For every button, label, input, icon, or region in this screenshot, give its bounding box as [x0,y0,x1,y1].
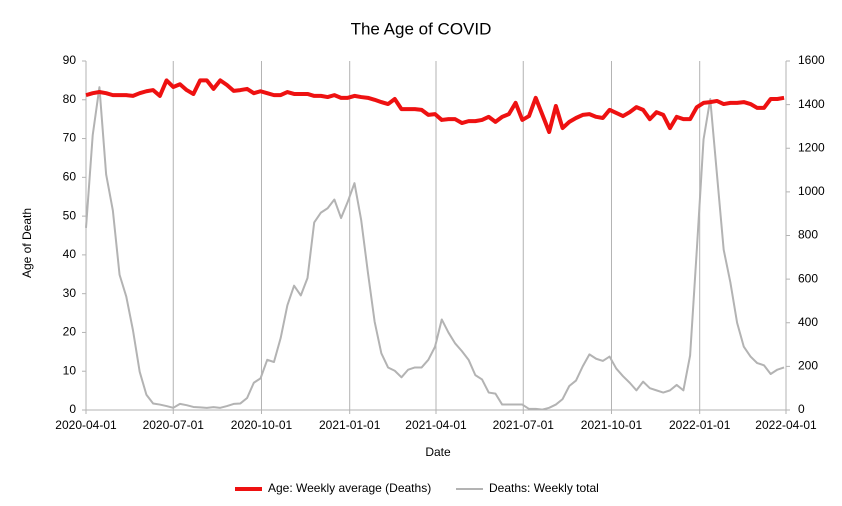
x-tick-label: 2021-01-01 [319,418,381,432]
x-axis-label: Date [425,445,451,459]
x-tick-label: 2022-01-01 [669,418,731,432]
legend-label: Deaths: Weekly total [489,481,599,495]
y-tick-label: 10 [63,363,77,377]
y-tick-label: 30 [63,286,77,300]
x-tick-label: 2021-04-01 [405,418,467,432]
y-tick-label: 0 [69,402,76,416]
y-axis-label: Age of Death [20,208,34,278]
y2-tick-label: 800 [798,228,818,242]
y2-tick-label: 200 [798,359,818,373]
y-tick-label: 90 [63,53,77,67]
y2-tick-label: 1200 [798,140,825,154]
x-tick-label: 2021-10-01 [581,418,643,432]
y2-tick-label: 0 [798,402,805,416]
x-tick-label: 2021-07-01 [493,418,555,432]
x-tick-label: 2020-07-01 [143,418,205,432]
y-tick-label: 80 [63,92,77,106]
series-line [85,78,785,134]
y2-tick-label: 1000 [798,184,825,198]
y-tick-label: 60 [63,170,77,184]
y2-tick-label: 1400 [798,97,825,111]
y-tick-label: 70 [63,131,77,145]
y2-tick-label: 1600 [798,53,825,67]
y-tick-label: 50 [63,208,77,222]
x-tick-label: 2020-10-01 [231,418,293,432]
y2-tick-label: 400 [798,315,818,329]
series-line [85,86,785,411]
x-tick-label: 2022-04-01 [755,418,817,432]
y-tick-label: 20 [63,325,77,339]
y2-tick-label: 600 [798,271,818,285]
legend-label: Age: Weekly average (Deaths) [268,481,431,495]
x-tick-label: 2020-04-01 [55,418,117,432]
y-tick-label: 40 [63,247,77,261]
chart-title: The Age of COVID [351,19,492,38]
